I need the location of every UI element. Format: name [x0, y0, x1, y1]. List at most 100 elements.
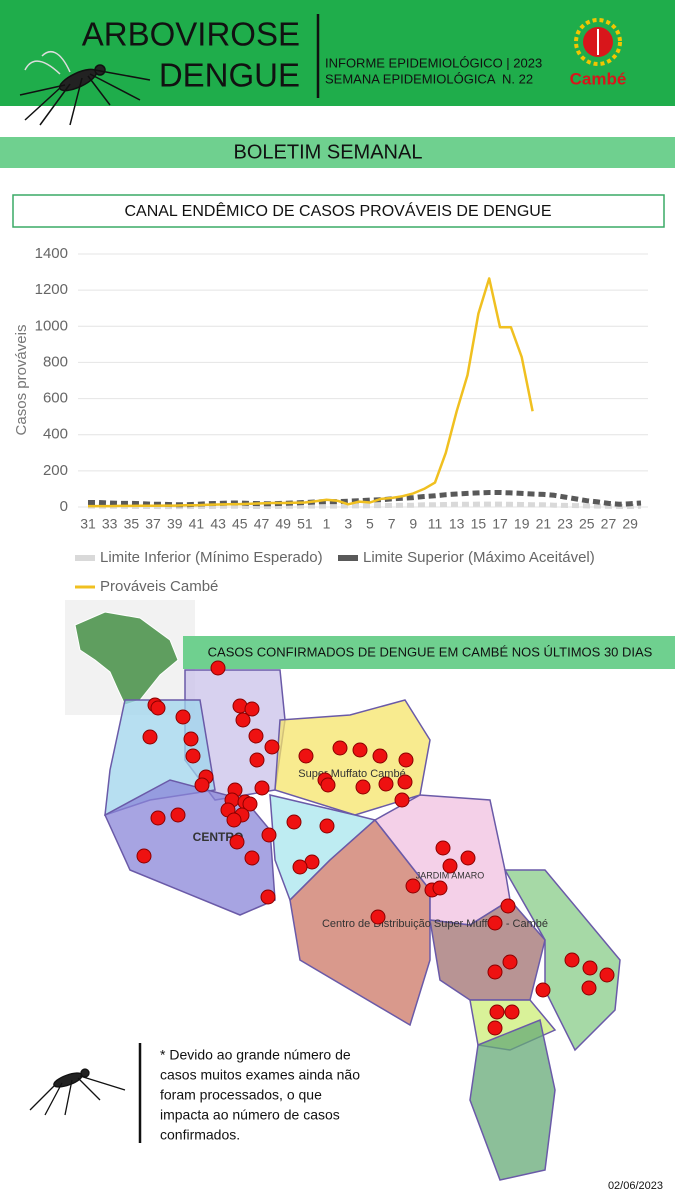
- case-dot: [142, 729, 158, 745]
- case-dot: [582, 960, 598, 976]
- case-dot: [242, 796, 258, 812]
- x-tick-label: 37: [145, 516, 161, 532]
- banner-text: BOLETIM SEMANAL: [234, 141, 423, 163]
- case-dot: [487, 1020, 503, 1036]
- case-dot: [378, 776, 394, 792]
- case-dot: [249, 752, 265, 768]
- mosquito-icon: [29, 1068, 126, 1116]
- case-dot: [352, 742, 368, 758]
- x-tick-label: 1: [323, 516, 331, 532]
- map-label: JARDIM AMARO: [416, 870, 485, 880]
- case-dot: [372, 748, 388, 764]
- region: [429, 899, 546, 1001]
- case-dot: [394, 792, 410, 808]
- date: 02/06/2023: [608, 1180, 663, 1192]
- header-title: DENGUE: [159, 57, 300, 94]
- case-dot: [254, 780, 270, 796]
- chart: 0 200 400 600 800 1000 1200 1400 31 33 35 37 39 41 43 4…: [35, 245, 648, 595]
- case-dot: [226, 812, 242, 828]
- case-dot: [248, 728, 264, 744]
- case-dot: [442, 858, 458, 874]
- legend-swatch: [75, 585, 95, 589]
- y-tick-label: 800: [43, 353, 68, 370]
- note: * Devido ao grande número de casos muitos…: [160, 1047, 360, 1143]
- logo-emblem: [574, 18, 622, 66]
- case-dot: [581, 980, 597, 996]
- note-line: casos muitos exames ainda não: [160, 1067, 360, 1083]
- case-dot: [261, 827, 277, 843]
- y-tick-label: 0: [60, 498, 68, 515]
- case-dot: [292, 859, 308, 875]
- logo-text: Cambé: [570, 69, 627, 88]
- case-dot: [398, 752, 414, 768]
- case-dot: [260, 889, 276, 905]
- x-tick-label: 19: [514, 516, 530, 532]
- case-dot: [185, 748, 201, 764]
- case-dot: [487, 964, 503, 980]
- x-tick-label: 29: [622, 516, 638, 532]
- case-dot: [432, 880, 448, 896]
- chart-title: CANAL ENDÊMICO DE CASOS PROVÁVEIS DE DEN…: [124, 201, 551, 220]
- note-line: impacta ao número de casos: [160, 1107, 340, 1123]
- map-title: CASOS CONFIRMADOS DE DENGUE EM CAMBÉ NOS…: [208, 644, 653, 659]
- case-dot: [460, 850, 476, 866]
- y-tick-label: 400: [43, 426, 68, 443]
- x-tick-label: 7: [388, 516, 396, 532]
- x-tick-label: 43: [210, 516, 226, 532]
- header-info: INFORME EPIDEMIOLÓGICO | 2023: [325, 55, 542, 70]
- x-tick-label: 15: [471, 516, 487, 532]
- case-dot: [535, 982, 551, 998]
- case-dot: [489, 1004, 505, 1020]
- x-tick-label: 39: [167, 516, 183, 532]
- x-tick-label: 5: [366, 516, 374, 532]
- case-dot: [150, 700, 166, 716]
- x-tick-label: 17: [492, 516, 508, 532]
- legend-swatch: [75, 555, 95, 561]
- case-dot: [397, 774, 413, 790]
- case-dot: [405, 878, 421, 894]
- x-tick-label: 33: [102, 516, 118, 532]
- case-dot: [170, 807, 186, 823]
- y-axis-label: Casos prováveis: [13, 325, 30, 436]
- x-tick-label: 31: [80, 516, 96, 532]
- y-tick-label: 1000: [35, 317, 68, 334]
- case-dot: [150, 810, 166, 826]
- header-band: [0, 0, 675, 106]
- x-tick-label: 45: [232, 516, 248, 532]
- note-line: foram processados, o que: [160, 1087, 322, 1103]
- legend-label: Limite Inferior (Mínimo Esperado): [100, 549, 323, 566]
- case-dot: [244, 850, 260, 866]
- case-dot: [355, 779, 371, 795]
- legend-label: Prováveis Cambé: [100, 578, 218, 595]
- banner-band: [0, 137, 675, 168]
- x-tick-label: 23: [557, 516, 573, 532]
- y-tick-label: 1400: [35, 245, 68, 262]
- region: [503, 869, 621, 1052]
- case-dot: [332, 740, 348, 756]
- y-tick-label: 200: [43, 462, 68, 479]
- x-tick-label: 51: [297, 516, 313, 532]
- case-dot: [370, 909, 386, 925]
- case-dot: [504, 1004, 520, 1020]
- y-tick-label: 1200: [35, 281, 68, 298]
- x-tick-label: 21: [536, 516, 552, 532]
- header-info: SEMANA EPIDEMIOLÓGICA N. 22: [325, 71, 533, 86]
- case-dot: [229, 834, 245, 850]
- x-tick-label: 27: [601, 516, 617, 532]
- map: CASOS CONFIRMADOS DE DENGUE EM CAMBÉ NOS…: [65, 600, 675, 1181]
- map-title-band: [183, 636, 675, 669]
- case-dot: [599, 967, 615, 983]
- case-dot: [175, 709, 191, 725]
- case-dot: [298, 748, 314, 764]
- x-tick-label: 35: [124, 516, 140, 532]
- case-dot: [235, 712, 251, 728]
- case-dot: [264, 739, 280, 755]
- x-tick-label: 25: [579, 516, 595, 532]
- case-dot: [194, 777, 210, 793]
- case-dot: [183, 731, 199, 747]
- x-tick-label: 41: [189, 516, 205, 532]
- case-dot: [502, 954, 518, 970]
- y-tick-label: 600: [43, 390, 68, 407]
- legend-label: Limite Superior (Máximo Aceitável): [363, 549, 595, 566]
